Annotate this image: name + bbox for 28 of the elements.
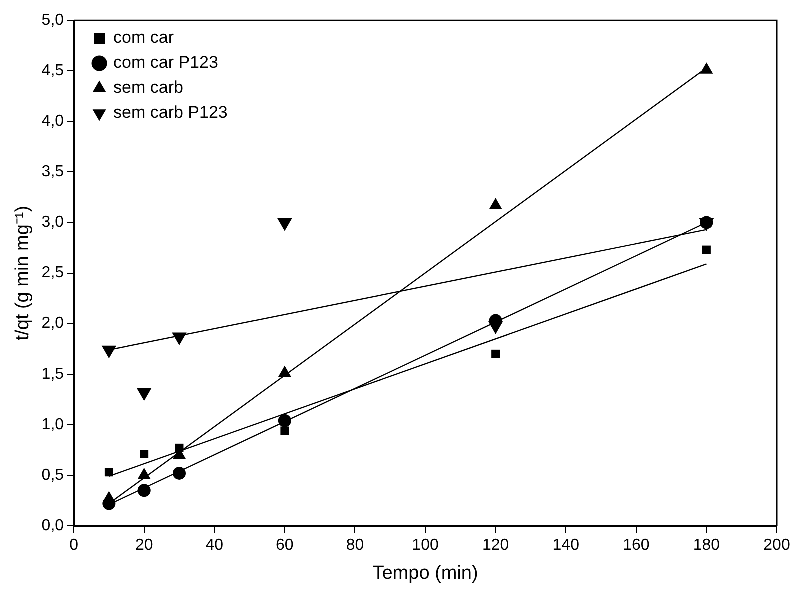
y-tick-label: 2,0	[42, 315, 64, 332]
x-axis-title: Tempo (min)	[372, 562, 478, 584]
y-tick-label: 1,0	[42, 416, 64, 434]
x-tick-label: 180	[693, 537, 720, 554]
y-tick-label: 0,0	[42, 517, 64, 534]
x-tick-label: 160	[623, 537, 650, 554]
y-tick-label: 4,5	[42, 62, 64, 80]
y-tick-label: 3,0	[42, 214, 64, 232]
y-tick-label: 0,5	[42, 466, 64, 484]
y-tick-label: 1,5	[42, 366, 64, 383]
x-tick-label: 40	[206, 537, 224, 554]
x-tick-label: 0	[70, 537, 79, 554]
x-tick-label: 60	[276, 537, 294, 554]
y-tick-label: 5,0	[42, 12, 64, 30]
x-tick-label: 80	[346, 537, 364, 554]
legend-label: sem carb	[114, 78, 184, 98]
y-tick-label: 3,5	[42, 164, 64, 181]
y-tick-label: 2,5	[42, 264, 64, 282]
y-tick-label: 4,0	[42, 113, 64, 130]
legend-label: com car	[114, 28, 174, 48]
x-tick-label: 120	[482, 537, 510, 554]
legend-label: sem carb P123	[114, 103, 228, 122]
x-tick-label: 200	[764, 537, 790, 554]
x-tick-label: 20	[135, 537, 154, 554]
y-axis-title: t/qt (g min mg⁻¹)	[12, 206, 34, 341]
x-tick-label: 100	[412, 537, 439, 554]
x-tick-label: 140	[552, 537, 580, 554]
legend-label: com car P123	[114, 53, 218, 72]
